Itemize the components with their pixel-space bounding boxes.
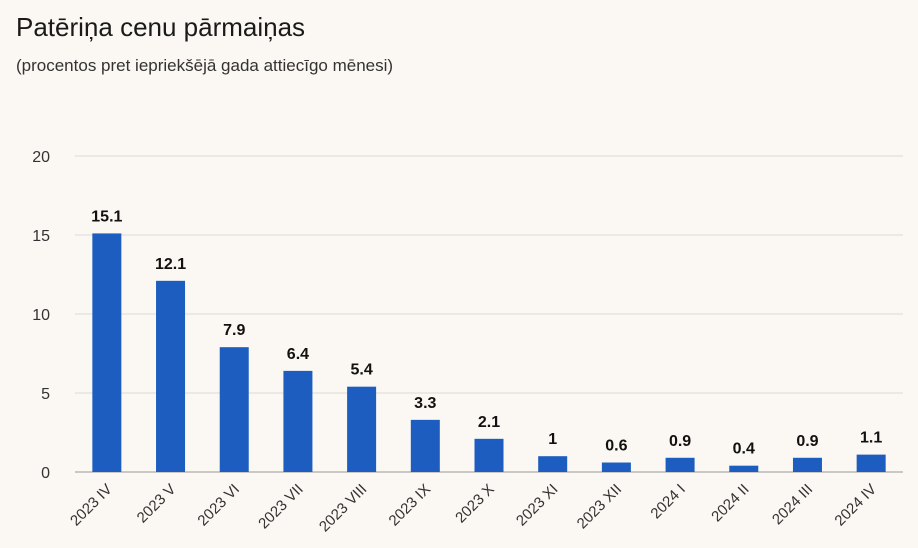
- y-tick-label: 5: [41, 386, 50, 403]
- bar: [156, 280, 186, 472]
- x-tick-label: 2023 VI: [194, 481, 243, 530]
- data-label: 0.9: [796, 433, 818, 450]
- bar: [410, 419, 440, 472]
- x-tick-label: 2024 III: [769, 481, 816, 528]
- bar: [219, 347, 249, 472]
- bar: [538, 456, 568, 472]
- bar: [792, 457, 822, 472]
- x-axis-labels: 2023 IV 2023 V 2023 VI 2023 VII 2023 VIII 202…: [67, 481, 880, 535]
- bar: [474, 438, 504, 472]
- data-label: 3.3: [414, 395, 436, 412]
- data-label: 2.1: [478, 414, 500, 431]
- y-tick-label: 15: [32, 228, 50, 245]
- y-tick-label: 0: [41, 465, 50, 482]
- data-label: 7.9: [223, 322, 245, 339]
- chart-subtitle: (procentos pret iepriekšējā gada attiecī…: [16, 56, 394, 75]
- x-tick-label: 2023 IV: [67, 481, 116, 530]
- x-tick-label: 2023 V: [134, 481, 180, 527]
- y-tick-label: 20: [32, 149, 50, 166]
- bars: [92, 233, 886, 472]
- data-label: 1: [548, 431, 557, 448]
- x-tick-label: 2023 VIII: [316, 481, 370, 535]
- x-tick-label: 2023 VII: [255, 481, 307, 533]
- y-axis-ticks: 0 5 10 15 20: [32, 149, 50, 482]
- x-tick-label: 2024 I: [647, 481, 689, 523]
- bar: [601, 462, 631, 472]
- data-label: 15.1: [91, 208, 122, 225]
- bar: [347, 386, 377, 472]
- data-label: 0.9: [669, 433, 691, 450]
- x-tick-label: 2024 II: [708, 481, 752, 525]
- bar: [856, 454, 886, 472]
- data-label: 12.1: [155, 256, 186, 273]
- x-tick-label: 2024 IV: [831, 481, 880, 530]
- data-label: 6.4: [287, 346, 309, 363]
- bar: [283, 370, 313, 472]
- x-tick-label: 2023 XI: [513, 481, 562, 530]
- x-tick-label: 2023 X: [452, 481, 498, 527]
- x-tick-label: 2023 IX: [386, 481, 435, 530]
- bar: [729, 465, 759, 472]
- y-tick-label: 10: [32, 307, 50, 324]
- data-label: 0.4: [733, 441, 755, 458]
- data-labels: 15.1 12.1 7.9 6.4 5.4 3.3 2.1 1 0.6 0.9 0.4 0.9 1.1: [91, 208, 882, 457]
- x-tick-label: 2023 XII: [574, 481, 626, 533]
- data-label: 1.1: [860, 430, 882, 447]
- bar: [665, 457, 695, 472]
- data-label: 5.4: [350, 362, 372, 379]
- chart-title: Patēriņa cenu pārmaiņas: [16, 12, 306, 42]
- bar: [92, 233, 122, 472]
- data-label: 0.6: [605, 438, 627, 455]
